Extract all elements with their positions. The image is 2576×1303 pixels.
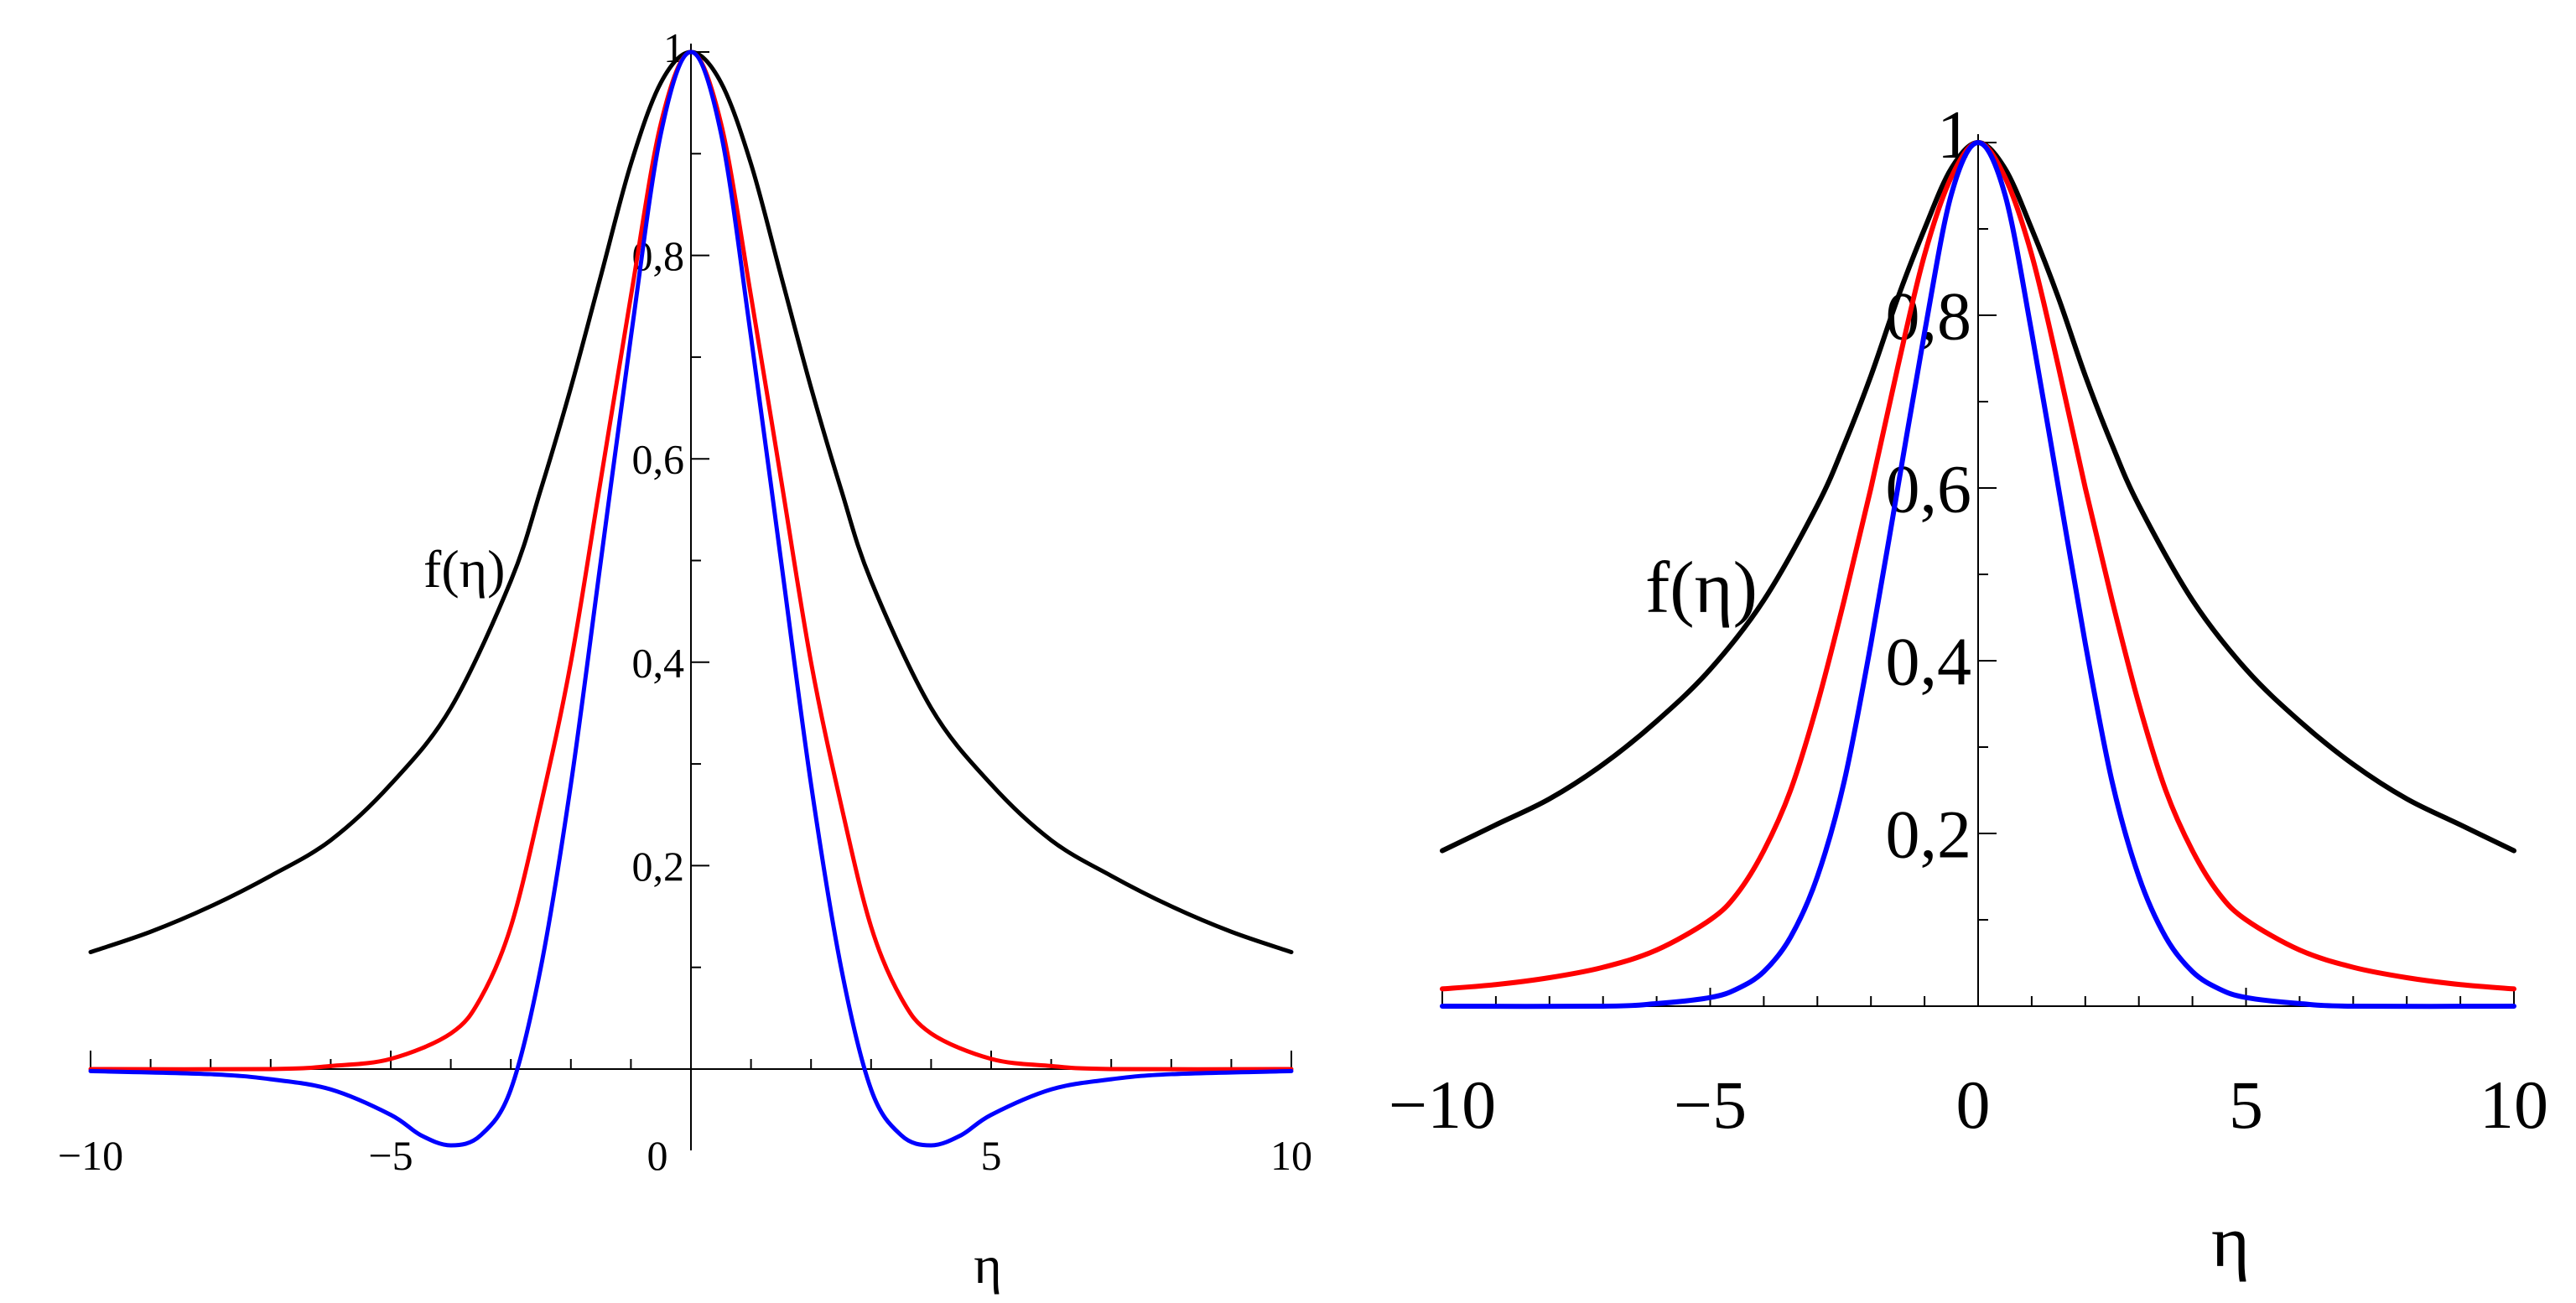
x-tick-label: −10 xyxy=(1389,1067,1496,1143)
y-tick-label: 0,4 xyxy=(1886,624,1972,700)
y-tick-label: 0,6 xyxy=(632,436,685,483)
series-line-2 xyxy=(88,49,1294,1148)
y-tick-label: 0,2 xyxy=(1886,797,1972,873)
x-tick-label: 0 xyxy=(647,1132,668,1179)
left-chart-panel: −10 −5 0 5 100,20,40,60,81f(η)η xyxy=(58,24,1312,1295)
x-tick-label: −5 xyxy=(368,1132,413,1179)
x-tick-label: 5 xyxy=(981,1132,1002,1179)
x-tick-label: 10 xyxy=(2480,1067,2548,1143)
y-tick-label: 0,4 xyxy=(632,639,685,686)
y-tick-label: 0,2 xyxy=(632,843,685,890)
x-tick-label: −5 xyxy=(1674,1067,1747,1143)
x-axis-label: η xyxy=(2211,1202,2250,1283)
y-axis-label: f(η) xyxy=(1645,548,1758,629)
x-axis-label: η xyxy=(974,1235,1001,1295)
y-axis-label: f(η) xyxy=(423,539,505,599)
x-tick-label: 5 xyxy=(2229,1067,2263,1143)
x-tick-label: 0 xyxy=(1956,1067,1991,1143)
right-chart-panel: −10 −5 0 5 100,20,40,60,81f(η)η xyxy=(1389,96,2548,1283)
series-line-2 xyxy=(1440,140,2516,1010)
x-tick-label: −10 xyxy=(58,1132,123,1179)
x-tick-label: 10 xyxy=(1270,1132,1312,1179)
